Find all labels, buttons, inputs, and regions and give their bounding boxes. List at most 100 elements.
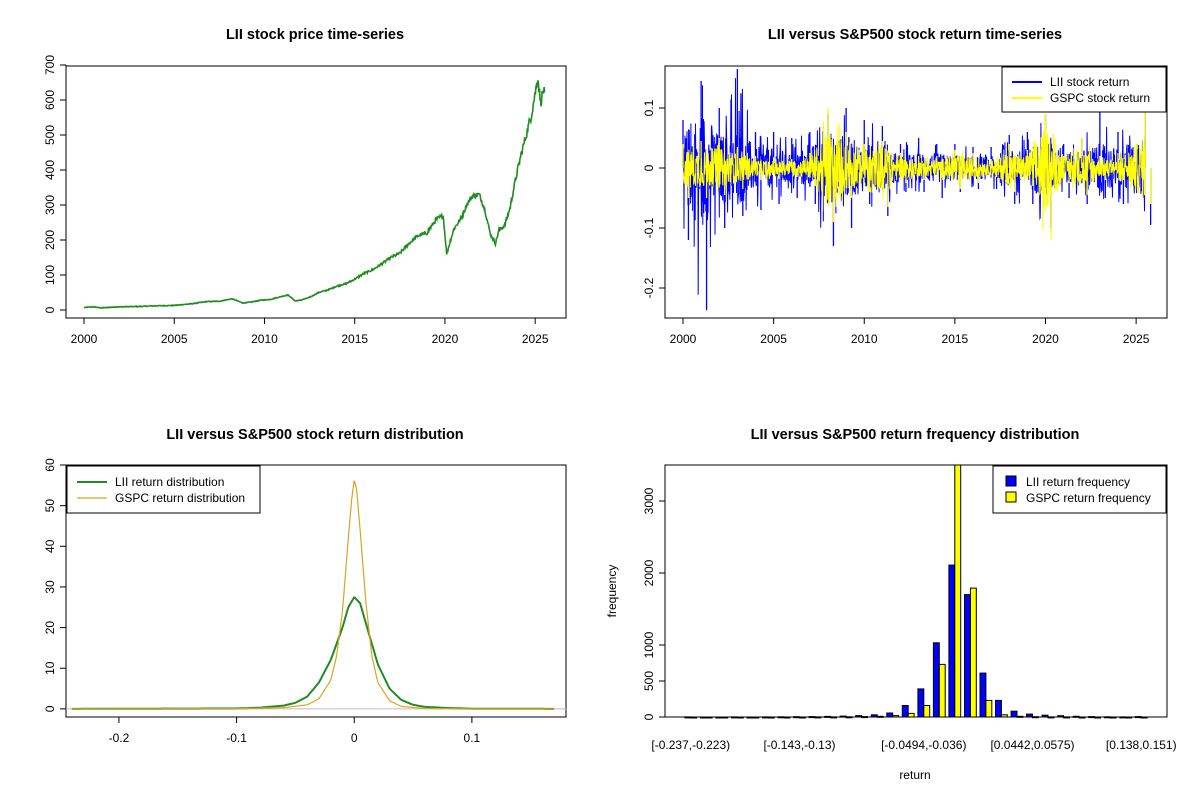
gspc-frequency-bar (861, 716, 868, 719)
frequency-xlabel: return (899, 768, 930, 782)
price-xtick-label: 2015 (341, 332, 368, 346)
price-ytick-label: 400 (43, 160, 57, 180)
gspc-return-series-line (682, 122, 1146, 232)
returns-ytick-label: 0 (642, 164, 656, 171)
gspc-density-line (71, 480, 555, 710)
lii-frequency-bar (777, 716, 785, 719)
gspc-frequency-bar (938, 663, 946, 718)
gspc-frequency-bar (767, 716, 775, 719)
gspc-frequency-bar (690, 716, 698, 719)
distribution-legend: LII return distribution GSPC return dist… (66, 465, 261, 514)
gspc-frequency-bar (1140, 716, 1148, 719)
returns-xtick-label: 2020 (1032, 332, 1059, 346)
gspc-frequency-bar (705, 716, 713, 719)
price-ytick-label: 300 (43, 195, 57, 215)
lii-frequency-bar (1010, 710, 1018, 718)
lii-frequency-bar (715, 716, 723, 719)
lii-frequency-bar (793, 716, 800, 719)
price-ytick-label: 700 (43, 55, 57, 75)
gspc-frequency-bar (1109, 716, 1117, 719)
density-ytick-label: 50 (43, 499, 57, 513)
lii-frequency-bar (917, 688, 925, 718)
lii-frequency-bar (932, 642, 940, 718)
lii-frequency-bar (995, 699, 1002, 718)
lii-frequency-bar (1041, 714, 1049, 718)
legend-swatch-lii-freq (1005, 475, 1017, 487)
returns-ytick-label: -0.1 (642, 217, 656, 238)
gspc-frequency-bar (1000, 714, 1008, 718)
lii-frequency-bar (901, 705, 909, 718)
legend-label-lii-freq: LII return frequency (1026, 475, 1130, 489)
gspc-frequency-bar (1078, 716, 1086, 719)
price-ytick-label: 500 (43, 125, 57, 145)
gspc-frequency-bar (1094, 716, 1101, 719)
gspc-frequency-bar (985, 699, 993, 718)
lii-frequency-bar (1057, 715, 1065, 718)
gspc-frequency-bar (752, 716, 760, 719)
gspc-frequency-bar (923, 705, 931, 718)
frequency-ytick-label: 500 (642, 671, 656, 691)
density-xtick-label: 0.1 (464, 731, 481, 745)
gspc-frequency-bar (1125, 716, 1133, 719)
legend-swatch-gspc-freq (1005, 491, 1017, 503)
lii-frequency-bar (1088, 716, 1096, 719)
lii-frequency-bar (1103, 716, 1111, 719)
returns-xtick-label: 2015 (942, 332, 969, 346)
gspc-frequency-bar (721, 716, 729, 719)
lii-frequency-bar (1072, 715, 1080, 718)
gspc-frequency-bar (845, 716, 853, 719)
lii-frequency-bar (948, 564, 956, 718)
gspc-frequency-bar (799, 716, 806, 719)
gspc-frequency-bar (1063, 716, 1070, 719)
frequency-xtick-label: [-0.143,-0.13) (763, 738, 835, 752)
legend-label-gspc-return: GSPC stock return (1050, 91, 1150, 105)
returns-ytick-label: -0.2 (642, 277, 656, 298)
price-ytick-label: 100 (43, 265, 57, 285)
price-panel-title: LII stock price time-series (226, 27, 404, 43)
frequency-ytick-label: 1000 (642, 631, 656, 658)
lii-frequency-bar (1026, 713, 1033, 718)
frequency-ylabel: frequency (605, 565, 619, 618)
return-timeseries-title: LII versus S&P500 stock return time-seri… (768, 27, 1062, 43)
returns-xtick-label: 2000 (670, 332, 697, 346)
distribution-panel-title: LII versus S&P500 stock return distribut… (166, 427, 463, 443)
legend-label-lii-return: LII stock return (1050, 75, 1129, 89)
gspc-frequency-bar (814, 716, 822, 719)
price-ytick-label: 200 (43, 230, 57, 250)
gspc-frequency-bar (969, 587, 977, 718)
density-ytick-label: 30 (43, 580, 57, 594)
frequency-xtick-label: [0.138,0.151) (1106, 738, 1177, 752)
lii-frequency-bar (808, 716, 816, 719)
density-ytick-label: 40 (43, 539, 57, 553)
lii-frequency-bar (855, 715, 863, 718)
returns-xtick-label: 2005 (760, 332, 787, 346)
gspc-frequency-bar (1032, 716, 1039, 719)
density-ytick-label: 60 (43, 458, 57, 472)
lii-frequency-bar (699, 716, 707, 719)
gspc-frequency-bar (830, 716, 837, 719)
frequency-panel: LII versus S&P500 return frequency distr… (605, 427, 1177, 782)
legend-label-lii-dist: LII return distribution (115, 475, 224, 489)
lii-frequency-bar (870, 714, 878, 718)
density-ytick-label: 20 (43, 621, 57, 635)
frequency-ytick-label: 0 (642, 713, 656, 720)
lii-density-line (71, 595, 555, 710)
legend-label-gspc-dist: GSPC return distribution (115, 491, 245, 505)
lii-frequency-bar (1134, 716, 1142, 719)
gspc-frequency-bar (876, 715, 884, 718)
gspc-frequency-bar (954, 464, 962, 718)
price-xtick-label: 2005 (161, 332, 188, 346)
density-xtick-label: -0.2 (109, 731, 130, 745)
price-xtick-label: 2010 (251, 332, 278, 346)
lii-frequency-bar (1119, 716, 1127, 719)
return-timeseries-panel: LII versus S&P500 stock return time-seri… (642, 27, 1168, 346)
frequency-xtick-label: [-0.0494,-0.036) (881, 738, 966, 752)
legend-label-gspc-freq: GSPC return frequency (1026, 491, 1151, 505)
lii-frequency-bar (964, 594, 971, 718)
lii-frequency-bar (979, 672, 987, 718)
gspc-frequency-bar (907, 712, 915, 718)
returns-xtick-label: 2010 (851, 332, 878, 346)
frequency-xtick-label: [-0.237,-0.223) (651, 738, 730, 752)
price-xtick-label: 2025 (522, 332, 549, 346)
